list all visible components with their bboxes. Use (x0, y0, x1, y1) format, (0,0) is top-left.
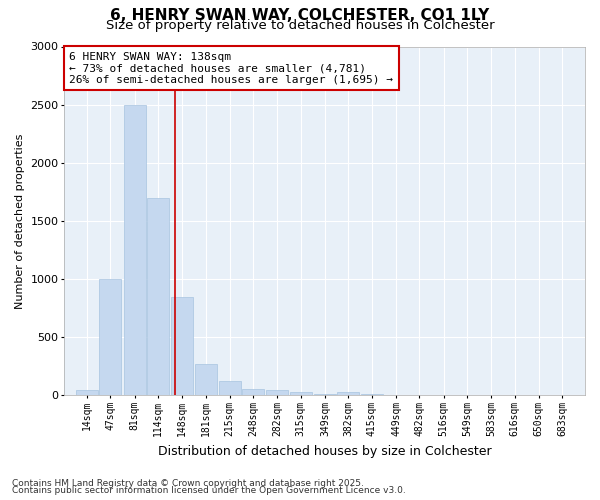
Bar (100, 279, 121, 396)
Y-axis label: Number of detached properties: Number of detached properties (15, 133, 25, 308)
Bar (194, 364, 217, 396)
Bar (171, 296, 193, 396)
Bar (124, 104, 146, 396)
Text: Contains public sector information licensed under the Open Government Licence v3: Contains public sector information licen… (12, 486, 406, 495)
Bar (219, 382, 241, 396)
Bar (314, 394, 336, 396)
Bar (290, 392, 312, 396)
Text: 6, HENRY SWAN WAY, COLCHESTER, CO1 1LY: 6, HENRY SWAN WAY, COLCHESTER, CO1 1LY (110, 8, 490, 22)
Text: Contains HM Land Registry data © Crown copyright and database right 2025.: Contains HM Land Registry data © Crown c… (12, 478, 364, 488)
X-axis label: Distribution of detached houses by size in Colchester: Distribution of detached houses by size … (158, 444, 491, 458)
Bar (337, 392, 359, 396)
Bar (147, 198, 169, 396)
Bar (409, 395, 430, 396)
Text: Size of property relative to detached houses in Colchester: Size of property relative to detached ho… (106, 19, 494, 32)
Bar (76, 390, 98, 396)
Text: 6 HENRY SWAN WAY: 138sqm
← 73% of detached houses are smaller (4,781)
26% of sem: 6 HENRY SWAN WAY: 138sqm ← 73% of detach… (70, 52, 394, 85)
Bar (361, 394, 383, 396)
Bar (385, 395, 407, 396)
Bar (266, 390, 289, 396)
Bar (242, 389, 264, 396)
